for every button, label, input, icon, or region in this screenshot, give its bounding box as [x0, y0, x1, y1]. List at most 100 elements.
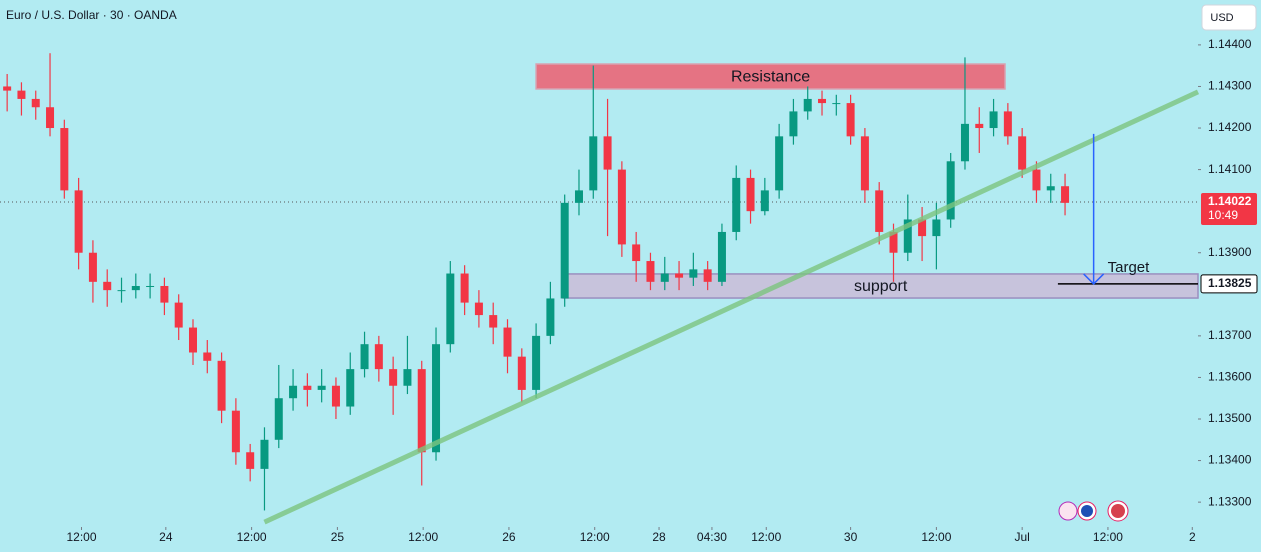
- candle-body: [717, 231, 726, 282]
- candle-body: [346, 369, 355, 407]
- candle-body: [303, 385, 312, 390]
- candle-body: [60, 128, 69, 191]
- y-tick-label: 1.13600: [1208, 370, 1252, 384]
- trendline: [263, 89, 1200, 525]
- candle-body: [975, 123, 984, 129]
- x-tick-label: 12:00: [580, 530, 610, 544]
- candle-body: [446, 273, 455, 345]
- target-arrowhead: [1083, 273, 1105, 285]
- plot-area: [0, 53, 1200, 525]
- candle-body: [818, 98, 827, 104]
- x-tick-label: 28: [652, 530, 666, 544]
- candle-body: [746, 177, 755, 212]
- candle-body: [1061, 186, 1070, 203]
- x-tick-label: 12:00: [751, 530, 781, 544]
- candle-body: [546, 298, 555, 336]
- candle-body: [374, 344, 383, 370]
- support-zone: [562, 273, 1199, 299]
- y-tick-label: 1.14300: [1208, 79, 1252, 93]
- y-tick-label: 1.13700: [1208, 328, 1252, 342]
- support-label: support: [854, 278, 908, 295]
- overlay: Resistance support Target: [731, 69, 1198, 295]
- candle-body: [389, 369, 398, 386]
- candle-body: [88, 252, 97, 282]
- resistance-zone: [535, 63, 1006, 90]
- candle-body: [732, 177, 741, 232]
- candle-body: [689, 269, 698, 278]
- candle-body: [675, 273, 684, 278]
- candle-body: [260, 439, 269, 469]
- x-tick-label: 2: [1189, 530, 1196, 544]
- candle-body: [460, 273, 469, 303]
- y-tick-label: 1.13500: [1208, 411, 1252, 425]
- candle-body: [474, 302, 483, 316]
- y-tick-label: 1.13400: [1208, 453, 1252, 467]
- candle-body: [203, 352, 212, 361]
- candle-body: [17, 90, 26, 99]
- candle-body: [31, 98, 40, 108]
- candle-body: [188, 327, 197, 353]
- candle-body: [875, 190, 884, 232]
- candle-body: [918, 219, 927, 237]
- x-tick-label: 30: [844, 530, 858, 544]
- resistance-label: Resistance: [731, 69, 810, 86]
- candle-body: [603, 136, 612, 170]
- candle-body: [617, 169, 626, 245]
- y-tick-label: 1.13900: [1208, 245, 1252, 259]
- candle-body: [146, 285, 155, 287]
- candle-body: [231, 410, 240, 453]
- event-icon: [1058, 501, 1078, 521]
- x-tick-label: 24: [159, 530, 173, 544]
- candle-body: [903, 219, 912, 253]
- candle-body: [117, 290, 126, 292]
- last-price-label: 1.14022: [1208, 194, 1252, 208]
- x-tick-label: 04:30: [697, 530, 727, 544]
- candle-body: [489, 315, 498, 328]
- candle-body: [503, 327, 512, 357]
- candle-body: [775, 136, 784, 191]
- candle-body: [532, 335, 541, 390]
- candle-body: [646, 261, 655, 282]
- target-price-tag: [1200, 274, 1258, 294]
- candle-body: [660, 273, 669, 282]
- y-tick-label: 1.13300: [1208, 494, 1252, 508]
- currency-button[interactable]: [1201, 4, 1257, 31]
- x-tick-label: 12:00: [237, 530, 267, 544]
- candle-body: [589, 136, 598, 191]
- candle-body: [632, 244, 641, 262]
- x-tick-label: 12:00: [921, 530, 951, 544]
- y-tick-label: 1.14100: [1208, 162, 1252, 176]
- x-tick-label: 12:00: [408, 530, 438, 544]
- candle-body: [517, 356, 526, 390]
- candle-body: [760, 190, 769, 212]
- candle-body: [946, 161, 955, 220]
- candle-body: [360, 344, 369, 370]
- candle-body: [574, 190, 583, 203]
- candle-body: [1032, 169, 1041, 191]
- candle-body: [932, 219, 941, 237]
- y-tick-label: 1.14200: [1208, 120, 1252, 134]
- countdown-label: 10:49: [1208, 208, 1238, 222]
- candle-body: [1046, 186, 1055, 191]
- y-tick-label: 1.14400: [1208, 37, 1252, 51]
- candle-body: [3, 86, 12, 91]
- candle-body: [160, 285, 169, 303]
- event-icon: [1081, 505, 1093, 517]
- candle-body: [860, 136, 869, 191]
- target-label: Target: [1108, 259, 1151, 276]
- candle-body: [889, 231, 898, 253]
- currency-label[interactable]: USD: [1210, 12, 1233, 24]
- x-tick-label: 12:00: [66, 530, 96, 544]
- event-icon: [1111, 504, 1125, 518]
- x-tick-label: Jul: [1014, 530, 1029, 544]
- candle-body: [174, 302, 183, 328]
- candle-body: [832, 103, 841, 105]
- candle-body: [246, 452, 255, 469]
- candle-body: [803, 98, 812, 112]
- candle-body: [403, 369, 412, 386]
- candle-body: [274, 398, 283, 440]
- candle-body: [331, 385, 340, 407]
- candle-body: [217, 360, 226, 411]
- candle-body: [317, 385, 326, 390]
